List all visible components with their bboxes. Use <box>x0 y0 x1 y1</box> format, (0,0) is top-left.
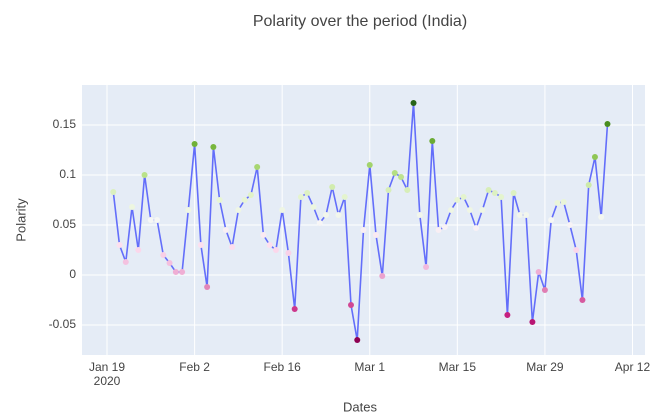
data-point <box>429 138 436 144</box>
data-point <box>354 337 361 343</box>
data-point <box>585 182 592 188</box>
data-point <box>454 197 461 203</box>
data-point <box>172 269 179 275</box>
data-point <box>510 190 517 196</box>
data-point <box>241 197 248 203</box>
data-point <box>266 242 273 248</box>
data-point <box>272 247 279 253</box>
data-point <box>322 212 329 218</box>
data-point <box>116 242 123 248</box>
data-point <box>485 187 492 193</box>
x-tick-label: Feb 16 <box>263 360 301 374</box>
y-tick-label: -0.05 <box>49 317 77 331</box>
data-point <box>216 197 223 203</box>
data-point <box>448 207 455 213</box>
data-point <box>416 212 423 218</box>
y-tick-label: 0 <box>69 267 76 281</box>
x-axis-title: Dates <box>343 399 377 414</box>
data-point <box>598 214 605 220</box>
data-point <box>479 207 486 213</box>
data-point <box>535 269 542 275</box>
data-point <box>185 207 192 213</box>
x-tick-label: Mar 15 <box>439 360 477 374</box>
x-tick-label: Apr 12 <box>615 360 651 374</box>
data-point <box>122 259 129 265</box>
data-point <box>548 217 555 223</box>
data-point <box>410 100 417 106</box>
data-point <box>291 306 298 312</box>
x-tick-label: Mar 29 <box>526 360 564 374</box>
data-point <box>460 194 467 200</box>
data-point <box>473 225 480 231</box>
chart-title: Polarity over the period (India) <box>253 13 467 30</box>
data-point <box>229 244 236 250</box>
data-point <box>341 194 348 200</box>
data-point <box>366 162 373 168</box>
data-point <box>135 247 142 253</box>
data-point <box>204 284 211 290</box>
data-point <box>160 252 167 258</box>
data-point <box>560 199 567 205</box>
data-point <box>141 172 148 178</box>
data-point <box>191 141 198 147</box>
data-point <box>498 194 505 200</box>
data-point <box>529 319 536 325</box>
data-point <box>523 212 530 218</box>
data-point <box>398 174 405 180</box>
data-point <box>279 207 286 213</box>
x-tick-label: Jan 19 <box>89 360 125 374</box>
y-tick-label: 0.15 <box>53 117 77 131</box>
data-point <box>285 250 292 256</box>
x-tick-label: Feb 2 <box>179 360 210 374</box>
data-point <box>435 227 442 233</box>
data-point <box>566 222 573 228</box>
data-point <box>541 287 548 293</box>
data-point <box>379 273 386 279</box>
x-tick-label: Mar 1 <box>354 360 385 374</box>
data-point <box>404 187 411 193</box>
data-point <box>304 190 311 196</box>
data-point <box>247 192 254 198</box>
data-point <box>154 217 161 223</box>
data-point <box>329 184 336 190</box>
data-point <box>441 224 448 230</box>
data-point <box>360 227 367 233</box>
data-point <box>335 212 342 218</box>
data-point <box>310 204 317 210</box>
data-point <box>110 189 117 195</box>
data-point <box>197 242 204 248</box>
data-point <box>222 227 229 233</box>
data-point <box>466 207 473 213</box>
data-point <box>179 269 186 275</box>
data-point <box>516 212 523 218</box>
data-point <box>491 190 498 196</box>
data-point <box>210 144 217 150</box>
data-point <box>166 260 173 266</box>
data-point <box>297 194 304 200</box>
data-point <box>385 187 392 193</box>
data-point <box>423 264 430 270</box>
y-tick-label: 0.1 <box>59 167 76 181</box>
y-tick-label: 0.05 <box>53 217 77 231</box>
data-point <box>129 204 136 210</box>
data-point <box>573 247 580 253</box>
data-point <box>147 217 154 223</box>
data-point <box>391 170 398 176</box>
data-point <box>235 207 242 213</box>
data-point <box>591 154 598 160</box>
data-point <box>604 121 611 127</box>
data-point <box>579 297 586 303</box>
data-point <box>260 232 267 238</box>
data-point <box>316 220 323 226</box>
data-point <box>554 200 561 206</box>
y-axis-title: Polarity <box>13 198 28 242</box>
data-point <box>254 164 261 170</box>
data-point <box>347 302 354 308</box>
data-point <box>504 312 511 318</box>
x-tick-year: 2020 <box>94 374 121 388</box>
data-point <box>373 232 380 238</box>
